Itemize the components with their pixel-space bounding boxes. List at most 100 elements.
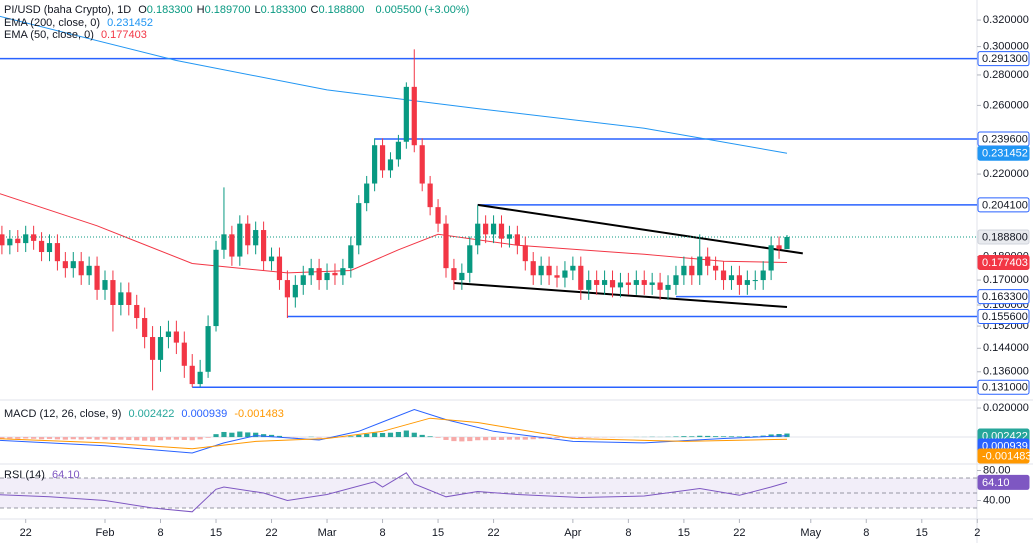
candle-body	[237, 223, 243, 257]
ema-line	[0, 193, 788, 274]
macd-line	[0, 408, 788, 454]
candle-body	[245, 223, 251, 246]
badge-box	[977, 474, 1030, 490]
candle-body	[633, 280, 639, 285]
histogram-bar	[768, 434, 774, 438]
histogram-bar	[578, 437, 584, 438]
candle-body	[673, 275, 679, 285]
x-tick-label: 22	[265, 527, 277, 539]
candle-body	[514, 234, 520, 246]
x-tick-label: 8	[863, 527, 869, 539]
candle-body	[475, 223, 481, 246]
badge-box	[977, 145, 1030, 161]
candle-body	[641, 280, 647, 285]
badge-box	[977, 308, 1030, 324]
histogram-bar	[94, 437, 100, 440]
rsi-line	[0, 472, 788, 513]
histogram-bar	[554, 437, 560, 439]
histogram-bar	[411, 432, 417, 438]
histogram-bar	[522, 437, 528, 440]
histogram-bar	[451, 437, 457, 442]
histogram-bar	[348, 436, 354, 438]
badge-box	[977, 51, 1030, 67]
candle-body	[776, 245, 782, 250]
candle-body	[332, 272, 338, 276]
histogram-bar	[276, 435, 283, 438]
histogram-bar	[356, 434, 362, 438]
candle-body	[570, 265, 576, 271]
candle-body	[364, 183, 370, 204]
x-tick-label: 22	[20, 527, 32, 539]
legend-name: EMA (200, close, 0)	[4, 17, 100, 29]
candle-body	[562, 270, 568, 278]
ema-line	[0, 15, 788, 154]
y-tick-label: 0.260000	[983, 99, 1029, 111]
trendline	[477, 203, 803, 255]
histogram-bar	[498, 437, 505, 440]
histogram-bar	[205, 437, 211, 438]
candle-body	[594, 280, 600, 285]
candle-body	[78, 261, 84, 276]
histogram-bar	[54, 437, 61, 440]
macd-line	[0, 417, 788, 450]
price-header: PI/USD (baha Crypto), 1D O0.183300 H0.189…	[4, 4, 473, 17]
legend-name: EMA (50, close, 0)	[4, 29, 94, 41]
histogram-bar	[149, 437, 156, 442]
candle-body	[308, 268, 314, 276]
x-tick-label: 8	[379, 527, 385, 539]
ema50-badge: 0.177403	[977, 255, 1030, 271]
candle-body	[165, 331, 172, 338]
histogram-bar	[705, 435, 711, 438]
badge-label: 64.10	[982, 477, 1010, 489]
candle-body	[340, 268, 346, 276]
x-tick-label: Mar	[318, 527, 337, 539]
candle-body	[134, 304, 140, 319]
candle-body	[419, 145, 425, 184]
y-tick-label: 0.170000	[983, 274, 1029, 286]
histogram-bar	[728, 436, 735, 438]
histogram-bar	[403, 430, 409, 438]
level-badge: 0.155600	[977, 308, 1030, 324]
histogram-bar	[681, 436, 687, 438]
histogram-bar	[86, 437, 92, 440]
candle-body	[94, 265, 100, 290]
candle-body	[427, 183, 433, 208]
candle-body	[276, 256, 283, 281]
candle-body	[720, 270, 727, 281]
badge-box	[977, 448, 1030, 464]
histogram-bar	[467, 437, 473, 442]
candle-body	[459, 272, 465, 281]
histogram-bar	[395, 431, 402, 438]
candle-body	[554, 275, 560, 278]
ohlc-value: 0.189700	[204, 4, 251, 16]
candle-body	[7, 238, 13, 246]
candle-body	[221, 234, 227, 250]
ohlc-key: L	[254, 4, 261, 16]
candle-body	[395, 141, 402, 160]
level-badge: 0.131000	[977, 379, 1030, 395]
histogram-bar	[213, 434, 219, 438]
candle-body	[538, 265, 544, 276]
badge-label: 0.239600	[982, 133, 1028, 145]
candle-body	[467, 245, 473, 273]
histogram-bar	[102, 437, 108, 440]
candle-body	[181, 342, 187, 366]
histogram-bar	[689, 436, 695, 438]
macd-legend: MACD (12, 26, close, 9) 0.002422 0.00093…	[4, 408, 288, 421]
candle-body	[490, 223, 497, 235]
histogram-bar	[490, 437, 497, 440]
badge-label: 0.177403	[982, 257, 1028, 269]
histogram-bar	[229, 432, 235, 438]
candle-body	[443, 223, 449, 269]
histogram-bar	[673, 436, 679, 438]
rsi-legend: RSI (14) 64.10	[4, 469, 84, 482]
x-tick-label: 15	[678, 527, 690, 539]
histogram-bar	[364, 433, 370, 438]
histogram-bar	[134, 437, 140, 441]
histogram-bar	[0, 437, 5, 439]
candle-body	[546, 265, 552, 276]
histogram-bar	[181, 437, 187, 440]
histogram-bar	[62, 437, 68, 440]
x-tick-label: 15	[432, 527, 444, 539]
